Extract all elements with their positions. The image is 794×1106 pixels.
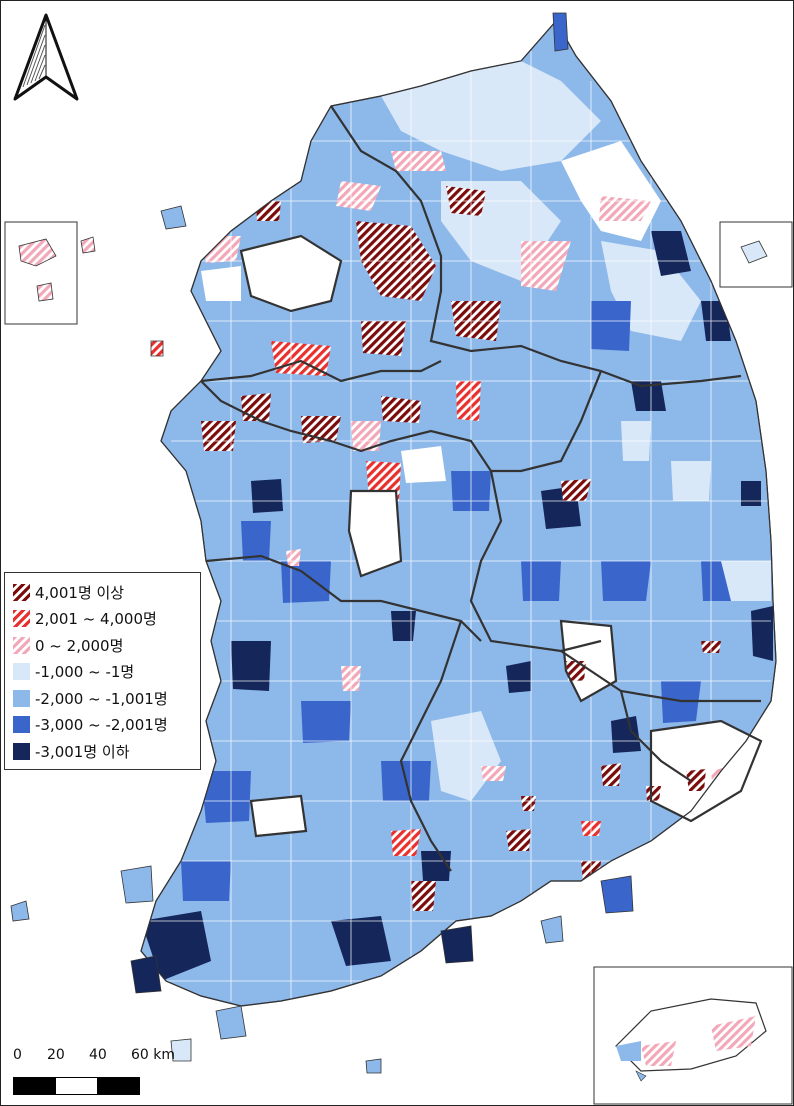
scale-tick: 20 [47, 1047, 65, 1063]
scale-tick: 40 [89, 1047, 107, 1063]
legend-item: 0 ~ 2,000명 [13, 632, 196, 659]
legend-swatch [13, 610, 30, 628]
legend-item: -3,000 ~ -2,001명 [13, 712, 196, 739]
legend-swatch [13, 689, 30, 707]
map-legend: 4,001명 이상 2,001 ~ 4,000명 0 ~ 2,000명 -1,000 … [4, 572, 201, 770]
scale-ticks: 0 20 40 60 km [13, 1047, 193, 1067]
land-base [140, 20, 777, 1007]
legend-item: 2,001 ~ 4,000명 [13, 606, 196, 633]
legend-label: 4,001명 이상 [35, 583, 125, 602]
legend-label: -3,000 ~ -2,001명 [35, 716, 168, 735]
scale-bar: 0 20 40 60 km [13, 1047, 193, 1095]
legend-label: -2,000 ~ -1,001명 [35, 689, 168, 708]
legend-item: -3,001명 이하 [13, 738, 196, 765]
legend-item: 4,001명 이상 [13, 579, 196, 606]
scale-tick: 0 [13, 1047, 22, 1063]
scale-tick: 60 km [131, 1047, 176, 1063]
islands [10, 12, 634, 1074]
legend-label: -1,000 ~ -1명 [35, 663, 135, 682]
district-boundaries [141, 51, 771, 1001]
north-arrow-icon [13, 13, 79, 101]
legend-label: 2,001 ~ 4,000명 [35, 610, 157, 629]
legend-swatch [13, 742, 30, 760]
legend-swatch [13, 583, 30, 601]
legend-swatch [13, 663, 30, 681]
legend-label: 0 ~ 2,000명 [35, 636, 124, 655]
legend-item: -2,000 ~ -1,001명 [13, 685, 196, 712]
legend-item: -1,000 ~ -1명 [13, 659, 196, 686]
scale-bar-graphic [13, 1077, 140, 1095]
inset-west-islands [4, 221, 78, 325]
legend-swatch [13, 716, 30, 734]
province-boundaries [200, 105, 763, 872]
legend-label: -3,001명 이하 [35, 742, 130, 761]
legend-swatch [13, 636, 30, 654]
